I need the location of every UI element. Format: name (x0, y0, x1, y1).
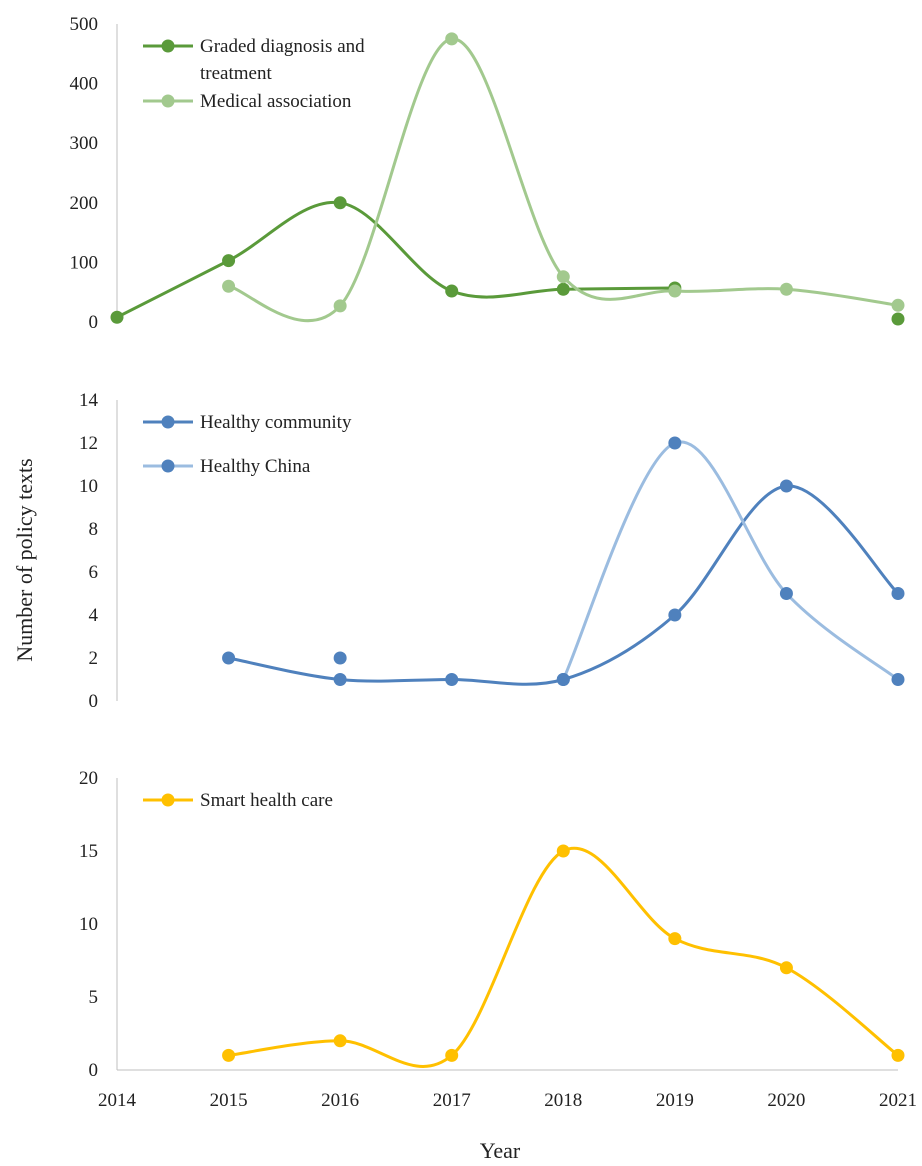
y-tick-label-panel-1: 100 (70, 252, 99, 273)
y-tick-label-panel-1: 400 (70, 74, 99, 95)
data-point-1-1 (445, 284, 459, 298)
data-point-2-2 (556, 673, 570, 686)
data-point-3-1 (222, 1048, 236, 1062)
series-line-3-1 (227, 846, 900, 1068)
data-point-2-2 (891, 673, 905, 686)
data-point-2-2 (333, 651, 347, 665)
x-tick-label: 2014 (98, 1090, 137, 1111)
data-point-1-1 (110, 310, 124, 324)
legend-marker-2-1 (161, 415, 175, 429)
y-tick-label-panel-2: 8 (89, 519, 99, 540)
data-point-3-1 (445, 1048, 459, 1062)
data-point-2-2 (779, 587, 793, 600)
data-point-1-1 (333, 196, 347, 210)
legend-marker-1-1 (161, 39, 175, 53)
y-tick-label-panel-3: 20 (79, 768, 98, 789)
data-point-3-1 (333, 1034, 347, 1048)
legend-label-2-1: Healthy community (200, 412, 352, 433)
data-point-1-1 (891, 312, 905, 326)
x-tick-label: 2018 (544, 1090, 582, 1111)
y-tick-label-panel-3: 15 (79, 841, 98, 862)
labels-layer: Number of policy texts Year 010020030040… (12, 14, 917, 1163)
data-point-2-1 (891, 587, 905, 600)
data-point-3-1 (779, 961, 793, 975)
data-point-1-2 (668, 284, 682, 298)
x-tick-label: 2015 (210, 1090, 248, 1111)
legend-label-1-1: Graded diagnosis and (200, 36, 365, 57)
series-markers-layer (110, 32, 905, 1062)
data-point-1-2 (556, 270, 570, 284)
x-tick-label: 2021 (879, 1090, 917, 1111)
data-point-2-1 (445, 673, 459, 686)
data-point-2-1 (668, 608, 682, 622)
data-point-1-1 (222, 254, 236, 268)
legend-marker-1-2 (161, 94, 175, 108)
x-tick-label: 2019 (656, 1090, 694, 1111)
data-point-2-1 (779, 479, 793, 493)
y-tick-label-panel-2: 6 (89, 562, 99, 583)
legend-label-2-2: Healthy China (200, 456, 311, 477)
y-tick-label-panel-3: 0 (89, 1060, 99, 1081)
data-point-1-2 (779, 282, 793, 296)
y-tick-label-panel-1: 200 (70, 193, 99, 214)
legend-label-1-2: Medical association (200, 91, 352, 112)
series-line-1-1 (115, 201, 677, 319)
data-point-2-1 (333, 673, 347, 686)
data-point-3-1 (891, 1048, 905, 1062)
legend-label-1-1: treatment (200, 63, 272, 84)
legend-label-3-1: Smart health care (200, 790, 333, 811)
y-tick-label-panel-2: 0 (89, 691, 99, 712)
y-tick-label-panel-2: 2 (89, 648, 99, 669)
data-point-1-1 (556, 282, 570, 296)
data-point-1-2 (891, 298, 905, 312)
data-point-1-2 (333, 299, 347, 313)
y-tick-label-panel-2: 14 (79, 390, 99, 411)
series-line-2-2 (561, 440, 900, 681)
y-tick-label-panel-2: 4 (89, 605, 99, 626)
series-line-2-1 (227, 484, 900, 686)
y-axis-title: Number of policy texts (12, 458, 37, 661)
data-point-1-2 (222, 279, 236, 293)
data-point-3-1 (668, 932, 682, 946)
x-axis-title: Year (480, 1138, 521, 1163)
data-point-3-1 (556, 844, 570, 858)
y-tick-label-panel-1: 300 (70, 133, 99, 154)
y-tick-label-panel-1: 0 (89, 312, 99, 333)
data-point-1-2 (445, 32, 459, 46)
y-tick-label-panel-3: 10 (79, 914, 98, 935)
data-point-2-2 (668, 436, 682, 450)
series-lines-layer (115, 37, 900, 1068)
y-tick-label-panel-2: 10 (79, 476, 98, 497)
x-tick-label: 2016 (321, 1090, 359, 1111)
legend-marker-3-1 (161, 793, 175, 807)
axes-layer (116, 24, 898, 1071)
y-tick-label-panel-2: 12 (79, 433, 98, 454)
legend-marker-2-2 (161, 459, 175, 473)
y-tick-label-panel-1: 500 (70, 14, 99, 35)
data-point-2-1 (222, 651, 236, 665)
y-tick-label-panel-3: 5 (89, 987, 99, 1008)
x-tick-label: 2020 (767, 1090, 805, 1111)
x-tick-label: 2017 (433, 1090, 471, 1111)
